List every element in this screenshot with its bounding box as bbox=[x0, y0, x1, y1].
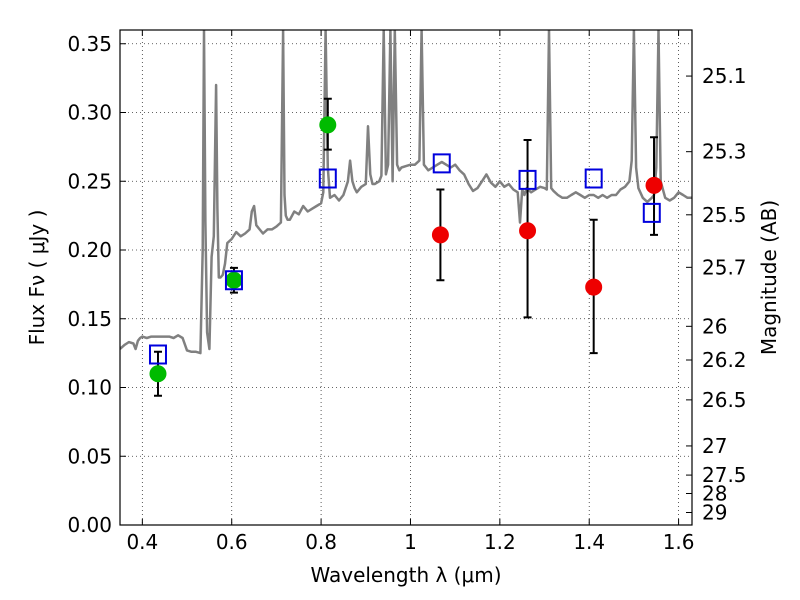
right-tick-label: 25.5 bbox=[702, 203, 747, 227]
y-axis-label: Flux Fν ( μJy ) bbox=[25, 210, 49, 346]
square-marker bbox=[432, 153, 451, 174]
right-tick-label: 25.3 bbox=[702, 140, 747, 164]
x-tick-label: 0.4 bbox=[126, 530, 158, 554]
tick-layer: 0.4 0.6 0.8 1 1.2 1.4 1.6 0.00 0.05 0.10 0.15 0.20 0… bbox=[67, 30, 747, 554]
y-right-axis-label: Magnitude (AB) bbox=[757, 200, 781, 355]
right-tick-label: 27.5 bbox=[702, 463, 747, 487]
x-tick-label: 1.2 bbox=[484, 530, 516, 554]
circle-red-marker bbox=[645, 176, 663, 194]
x-tick-label: 1.4 bbox=[573, 530, 605, 554]
y-tick-label: 0.25 bbox=[67, 169, 112, 193]
spectrum-layer bbox=[120, 30, 692, 355]
x-axis-label: Wavelength λ (μm) bbox=[310, 563, 501, 587]
square-marker bbox=[584, 168, 603, 189]
x-tick-label: 1 bbox=[404, 530, 417, 554]
right-tick-label: 28 bbox=[702, 482, 727, 506]
circle-red-marker bbox=[519, 222, 537, 240]
marker-layer bbox=[148, 116, 663, 383]
circle-green-marker bbox=[225, 271, 243, 289]
right-tick-label: 29 bbox=[702, 500, 727, 524]
errorbar-layer bbox=[153, 97, 659, 397]
square-marker bbox=[224, 270, 243, 291]
circle-green-marker bbox=[319, 116, 337, 134]
square-marker bbox=[318, 168, 337, 189]
y-tick-label: 0.10 bbox=[67, 376, 112, 400]
right-tick-label: 26.2 bbox=[702, 348, 747, 372]
y-tick-label: 0.30 bbox=[67, 101, 112, 125]
right-tick-label: 27 bbox=[702, 434, 727, 458]
y-tick-label: 0.15 bbox=[67, 307, 112, 331]
circle-green-marker bbox=[149, 365, 167, 383]
right-tick-label: 26.5 bbox=[702, 388, 747, 412]
square-marker bbox=[148, 344, 167, 365]
y-tick-label: 0.35 bbox=[67, 32, 112, 56]
spectrum-line bbox=[120, 30, 692, 355]
plot-frame bbox=[119, 29, 693, 526]
x-tick-label: 0.8 bbox=[305, 530, 337, 554]
square-marker bbox=[518, 169, 537, 190]
right-tick-label: 25.7 bbox=[702, 255, 747, 279]
right-tick-label: 26 bbox=[702, 314, 727, 338]
y-tick-label: 0.00 bbox=[67, 513, 112, 537]
x-tick-label: 1.6 bbox=[663, 530, 695, 554]
circle-red-marker bbox=[585, 278, 603, 296]
right-tick-label: 25.1 bbox=[702, 64, 747, 88]
y-tick-label: 0.05 bbox=[67, 444, 112, 468]
x-tick-label: 0.6 bbox=[216, 530, 248, 554]
y-tick-label: 0.20 bbox=[67, 238, 112, 262]
circle-red-marker bbox=[431, 226, 449, 244]
square-marker bbox=[642, 202, 661, 223]
